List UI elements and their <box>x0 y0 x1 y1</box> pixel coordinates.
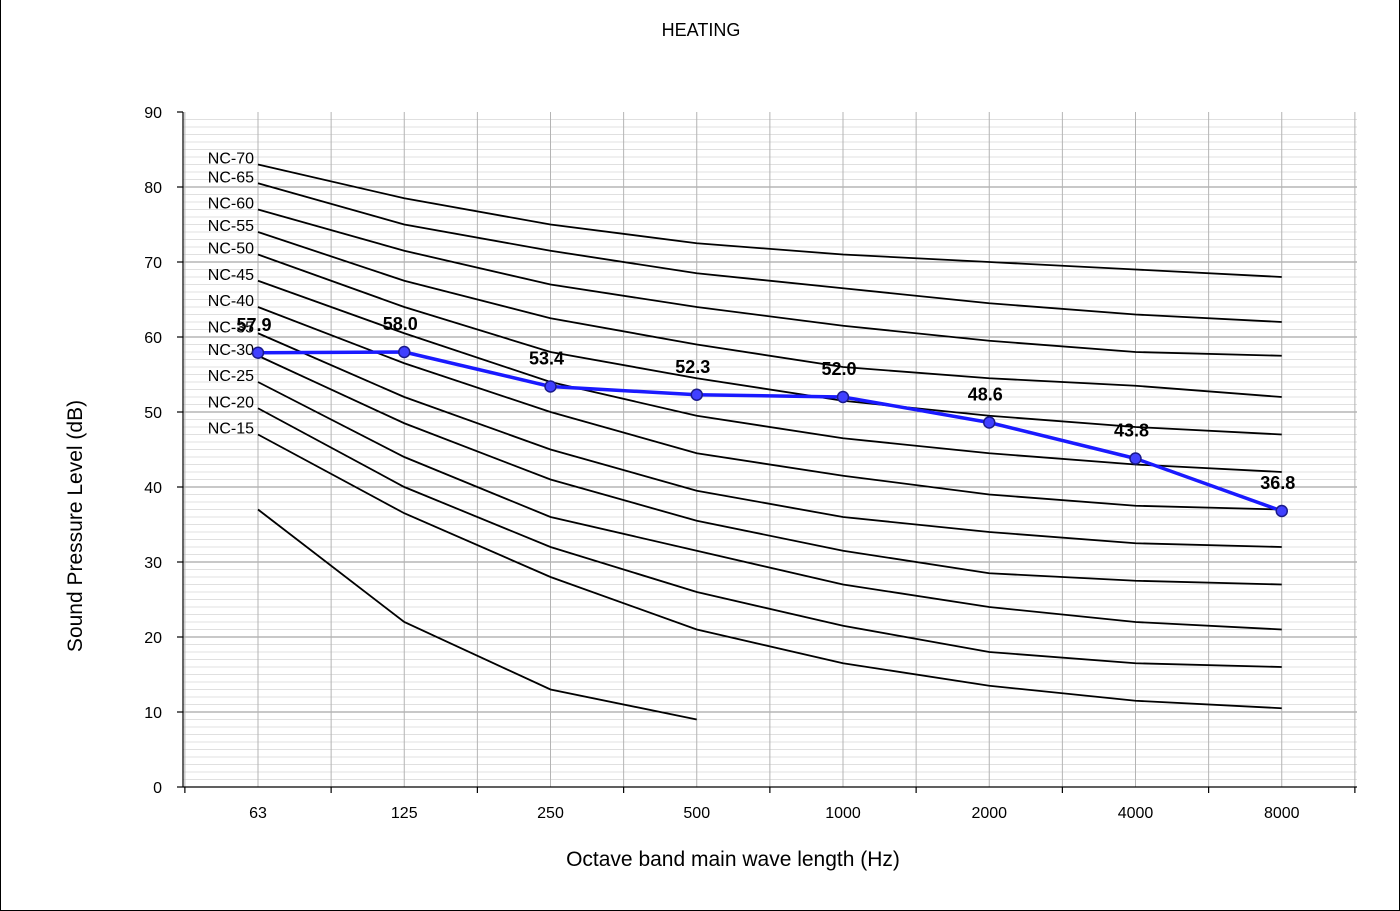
x-tick-label: 250 <box>537 805 564 822</box>
data-label: 52.0 <box>821 359 856 379</box>
x-tick-label: 1000 <box>825 805 861 822</box>
x-tick-label: 2000 <box>971 805 1007 822</box>
nc-curve-label: NC-40 <box>208 293 254 310</box>
nc-curve-label: NC-15 <box>208 421 254 438</box>
nc-curve-label: NC-25 <box>208 368 254 385</box>
series-line <box>257 350 1283 513</box>
x-tick-label: 63 <box>249 805 267 822</box>
data-labels: 57.9 58.0 53.4 52.3 52.0 48.6 43.8 36.8 <box>236 314 1295 493</box>
y-tick-label: 80 <box>144 180 162 197</box>
nc-curve-line <box>257 253 1282 436</box>
y-tick-label: 40 <box>144 480 162 497</box>
data-point <box>1275 504 1288 518</box>
x-tick-label: 8000 <box>1264 805 1300 822</box>
y-tick-label: 60 <box>144 330 162 347</box>
data-point <box>836 390 850 404</box>
data-label: 57.9 <box>236 315 271 335</box>
x-axis-label: Octave band main wave length (Hz) <box>566 848 900 871</box>
nc-curve-line <box>257 231 1282 398</box>
nc-curve-line <box>257 508 697 721</box>
nc-curve-line <box>257 433 1282 710</box>
y-tick-label: 0 <box>153 780 162 797</box>
axes: 0 10 20 30 40 50 60 70 80 90 63 125 250 500 1000 2000 40… <box>144 105 1357 822</box>
nc-curve-label: NC-65 <box>208 169 254 186</box>
nc-curve-line <box>257 182 1282 323</box>
data-label: 43.8 <box>1114 421 1149 441</box>
data-label: 58.0 <box>383 314 418 334</box>
nc-curve-label: NC-60 <box>208 196 254 213</box>
y-tick-label: 50 <box>144 405 162 422</box>
y-axis-label: Sound Pressure Level (dB) <box>64 400 87 652</box>
x-tick-label: 500 <box>683 805 710 822</box>
nc-curve-label: NC-45 <box>208 267 254 284</box>
nc-curve-line <box>257 332 1282 548</box>
nc-curve-label: NC-20 <box>208 394 254 411</box>
chart-title: HEATING <box>662 20 741 40</box>
data-point <box>544 380 557 393</box>
nc-curve-line <box>257 306 1282 511</box>
nc-curve-label: NC-55 <box>208 218 254 235</box>
nc-curve-label: NC-50 <box>208 241 254 258</box>
data-point <box>690 388 703 401</box>
nc-curve-line <box>257 208 1282 357</box>
nc-curve-line <box>257 354 1282 586</box>
data-point <box>983 416 996 429</box>
data-point <box>1129 452 1142 465</box>
nc-curve-line <box>257 279 1282 473</box>
nc-curve-line <box>257 381 1282 631</box>
nc-curve-line <box>257 163 1282 278</box>
data-label: 52.3 <box>675 357 710 377</box>
nc-curve-label: NC-35 <box>208 319 254 336</box>
y-tick-label: 10 <box>144 705 162 722</box>
nc-curve-line <box>257 407 1282 668</box>
x-tick-label: 4000 <box>1118 805 1154 822</box>
y-tick-label: 30 <box>144 555 162 572</box>
y-tick-label: 90 <box>144 105 162 122</box>
data-point <box>251 346 265 359</box>
y-tick-label: 20 <box>144 630 162 647</box>
data-label: 53.4 <box>529 349 564 369</box>
measured-series <box>251 345 1288 518</box>
grid <box>183 112 1357 787</box>
nc-curve-label: NC-30 <box>208 342 254 359</box>
data-label: 48.6 <box>968 385 1003 405</box>
nc-curve-label: NC-70 <box>208 151 254 168</box>
x-tick-label: 125 <box>391 805 418 822</box>
data-point <box>398 345 411 359</box>
data-label: 36.8 <box>1260 473 1295 493</box>
y-tick-label: 70 <box>144 255 162 272</box>
